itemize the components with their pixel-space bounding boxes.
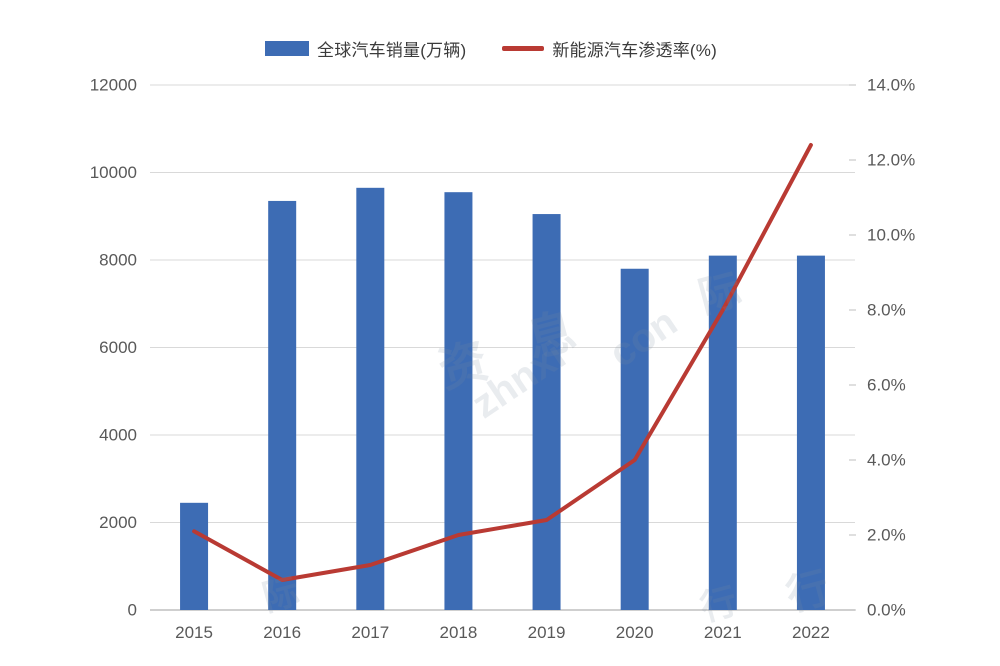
right-axis-tick-label: 10.0%	[867, 226, 915, 245]
legend-item-penetration: 新能源汽车渗透率(%)	[502, 36, 717, 61]
left-axis-tick-label: 8000	[99, 251, 137, 270]
left-axis-tick-label: 10000	[90, 163, 137, 182]
right-axis-tick-label: 2.0%	[867, 526, 906, 545]
left-axis-tick-label: 4000	[99, 426, 137, 445]
bar-2020	[620, 268, 649, 610]
x-axis-year-label: 2019	[528, 623, 566, 642]
x-axis-year-label: 2017	[351, 623, 389, 642]
x-axis-year-label: 2022	[792, 623, 830, 642]
bar-2022	[796, 255, 825, 610]
legend: 全球汽车销量(万辆) 新能源汽车渗透率(%)	[265, 36, 717, 61]
left-axis-tick-label: 12000	[90, 76, 137, 95]
right-axis-tick-label: 8.0%	[867, 301, 906, 320]
bar-2019	[532, 214, 561, 610]
bar-2018	[444, 192, 473, 610]
x-axis-year-label: 2015	[175, 623, 213, 642]
legend-line-swatch	[502, 46, 545, 51]
legend-label-sales: 全球汽车销量(万辆)	[317, 41, 467, 60]
right-axis-tick-label: 6.0%	[867, 376, 906, 395]
legend-item-sales: 全球汽车销量(万辆)	[265, 36, 466, 61]
bar-2017	[356, 187, 385, 610]
x-axis-year-label: 2018	[440, 623, 478, 642]
right-axis-tick-label: 0.0%	[867, 601, 906, 620]
right-axis-tick-label: 14.0%	[867, 76, 915, 95]
legend-bar-swatch	[265, 41, 309, 56]
legend-label-penetration: 新能源汽车渗透率(%)	[552, 41, 717, 60]
penetration-line	[192, 143, 813, 582]
left-axis-tick-label: 2000	[99, 513, 137, 532]
x-axis-year-label: 2021	[704, 623, 742, 642]
bar-2016	[268, 200, 297, 610]
right-axis-tick-label: 4.0%	[867, 451, 906, 470]
right-axis-tick-label: 12.0%	[867, 151, 915, 170]
x-axis-year-label: 2020	[616, 623, 654, 642]
x-axis-year-label: 2016	[263, 623, 301, 642]
bar-2021	[708, 255, 737, 610]
bar-2015	[180, 502, 209, 610]
left-axis-tick-label: 0	[128, 601, 137, 620]
left-axis-tick-label: 6000	[99, 338, 137, 357]
